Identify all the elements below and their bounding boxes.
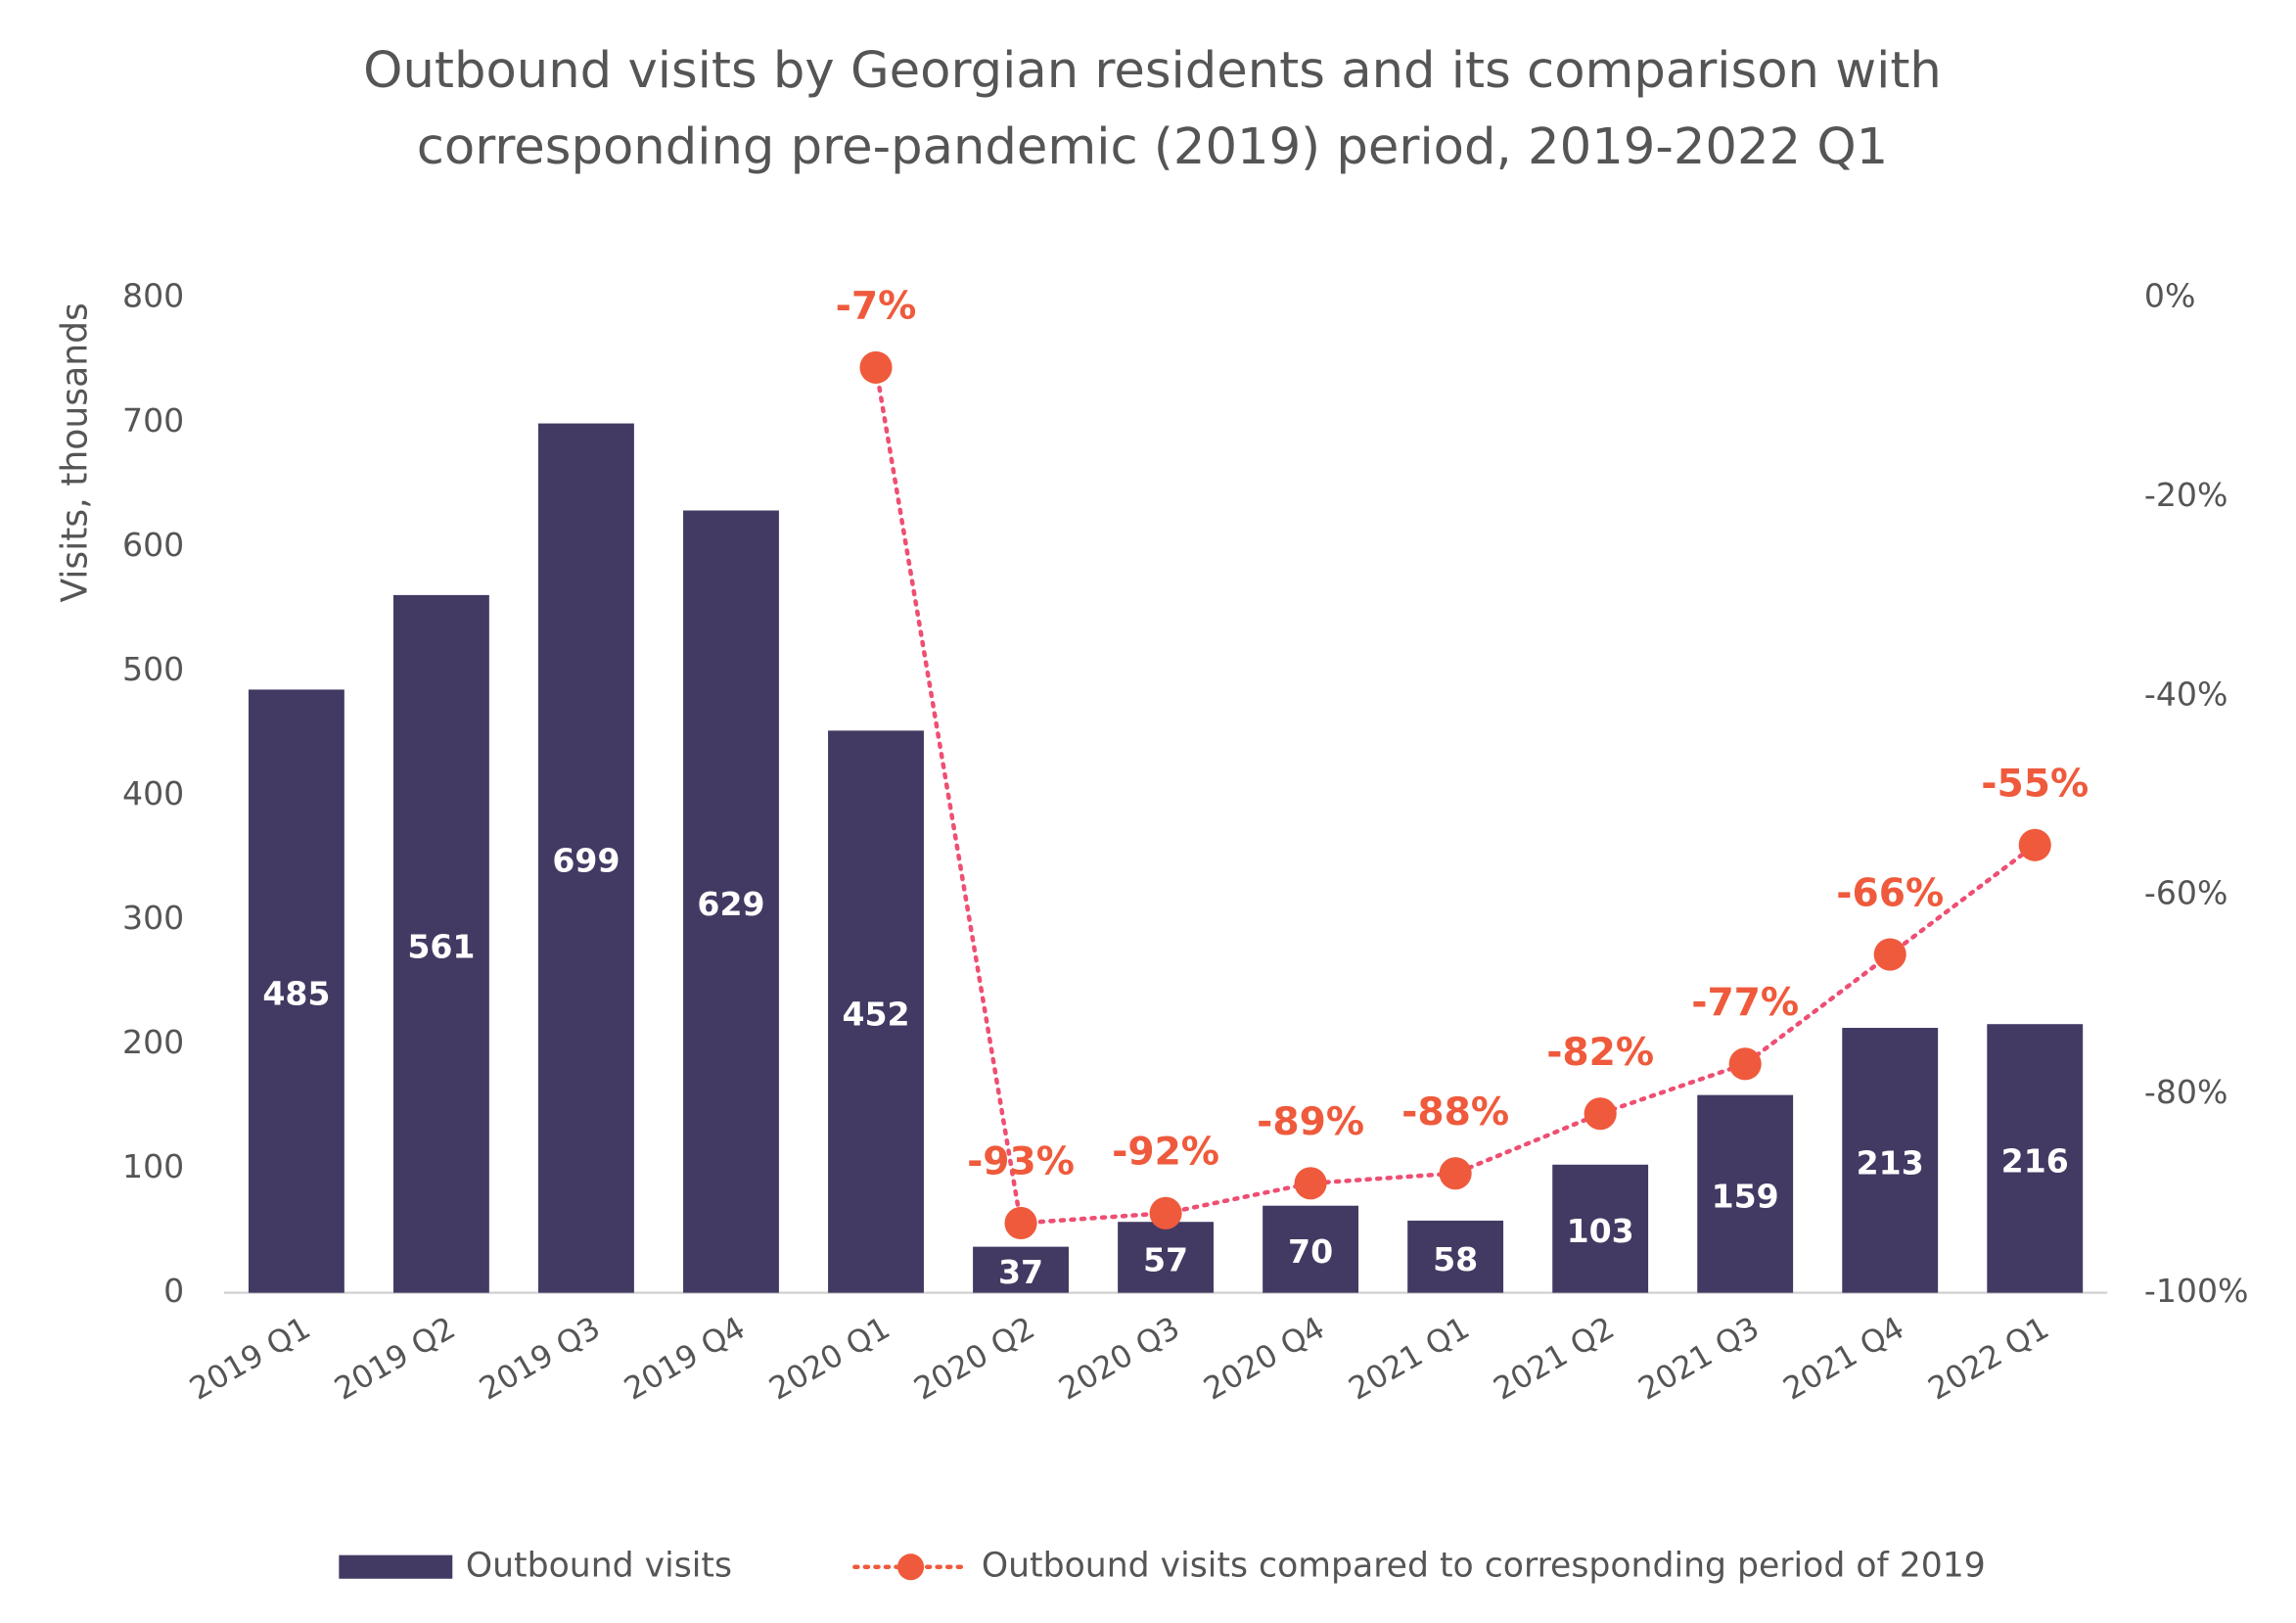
x-tick-label: 2022 Q1	[1922, 1311, 2054, 1408]
legend-swatch-bar	[339, 1554, 453, 1579]
line-value-label: -89%	[1257, 1100, 1364, 1144]
y2-tick-label: -80%	[2144, 1073, 2228, 1111]
y2-tick-label: -40%	[2144, 674, 2228, 713]
line-value-label: -77%	[1691, 981, 1799, 1025]
y-tick-label: 100	[122, 1147, 184, 1185]
y-tick-label: 0	[163, 1272, 184, 1310]
bar	[683, 510, 779, 1293]
bar	[1407, 1220, 1504, 1293]
title-box: Outbound visits by Georgian residents an…	[363, 41, 1942, 177]
y-axis-label: Visits, thousands	[53, 302, 95, 602]
chart-title: Outbound visits by Georgian residents an…	[363, 41, 1942, 177]
line-value-label: -66%	[1836, 871, 1944, 915]
y-tick-label: 700	[122, 401, 184, 440]
line-value-label: -55%	[1981, 763, 2089, 807]
bar	[1697, 1094, 1794, 1293]
bar	[828, 730, 924, 1293]
y-tick-label: 300	[122, 899, 184, 937]
line-value-label: -82%	[1546, 1031, 1654, 1075]
bar-value-label: 699	[552, 842, 620, 880]
bar-value-label: 159	[1712, 1178, 1779, 1216]
x-tick-label: 2019 Q3	[474, 1311, 606, 1408]
line-marker	[2018, 828, 2051, 861]
legend-label: Outbound visits	[466, 1547, 732, 1586]
x-tick-label: 2021 Q1	[1343, 1311, 1475, 1408]
bar	[1987, 1024, 2084, 1293]
line-marker	[1728, 1047, 1762, 1081]
bar-value-label: 216	[2001, 1141, 2069, 1180]
bar	[1263, 1205, 1359, 1293]
bar	[1118, 1222, 1215, 1293]
line-value-label: -7%	[836, 285, 917, 329]
x-tick-label: 2021 Q4	[1777, 1311, 1909, 1408]
bar	[538, 423, 634, 1293]
line-marker	[1873, 938, 1906, 971]
x-tick-label: 2020 Q3	[1053, 1311, 1185, 1408]
x-tick-label: 2020 Q2	[908, 1311, 1040, 1408]
bar-value-label: 452	[842, 996, 909, 1034]
bar	[1842, 1028, 1939, 1293]
y2-tick-label: -60%	[2144, 874, 2228, 912]
x-tick-label: 2020 Q1	[763, 1311, 895, 1408]
bar	[392, 594, 489, 1293]
legend-swatch-marker	[897, 1553, 925, 1581]
bar-value-label: 213	[1857, 1143, 1924, 1182]
y2-tick-label: -20%	[2144, 476, 2228, 514]
line-value-label: -93%	[967, 1140, 1075, 1184]
bar-value-label: 561	[407, 927, 475, 965]
line-value-label: -88%	[1401, 1090, 1509, 1135]
bar	[973, 1246, 1069, 1293]
bar-value-label: 103	[1567, 1212, 1634, 1250]
line-value-label: -92%	[1112, 1131, 1219, 1175]
line	[873, 365, 2038, 1226]
line-marker	[1294, 1167, 1327, 1200]
bar-value-label: 58	[1433, 1240, 1478, 1278]
y-tick-label: 500	[122, 650, 184, 688]
y-tick-label: 200	[122, 1023, 184, 1061]
line-marker	[1149, 1196, 1182, 1229]
bar	[248, 689, 344, 1293]
line-marker	[1439, 1157, 1472, 1190]
bar-value-label: 629	[697, 885, 764, 923]
line-marker	[859, 350, 893, 384]
legend-label: Outbound visits compared to correspondin…	[982, 1547, 1986, 1586]
bar	[1552, 1164, 1649, 1293]
bar-value-label: 70	[1288, 1232, 1333, 1271]
y2-tick-label: -100%	[2144, 1272, 2249, 1310]
x-tick-label: 2020 Q4	[1198, 1311, 1330, 1408]
x-tick-label: 2021 Q3	[1632, 1311, 1765, 1408]
x-tick-label: 2021 Q2	[1488, 1311, 1620, 1408]
y-tick-label: 400	[122, 774, 184, 812]
line-marker	[1584, 1097, 1617, 1131]
x-tick-label: 2019 Q2	[329, 1311, 461, 1408]
y-tick-label: 600	[122, 526, 184, 564]
line-marker	[1004, 1206, 1037, 1240]
bar-value-label: 37	[998, 1253, 1043, 1291]
y2-tick-label: 0%	[2144, 277, 2196, 315]
x-tick-label: 2019 Q4	[619, 1311, 751, 1408]
y-tick-label: 800	[122, 277, 184, 315]
bar-value-label: 485	[262, 975, 330, 1013]
x-tick-label: 2019 Q1	[184, 1311, 316, 1408]
bar-value-label: 57	[1143, 1240, 1188, 1278]
